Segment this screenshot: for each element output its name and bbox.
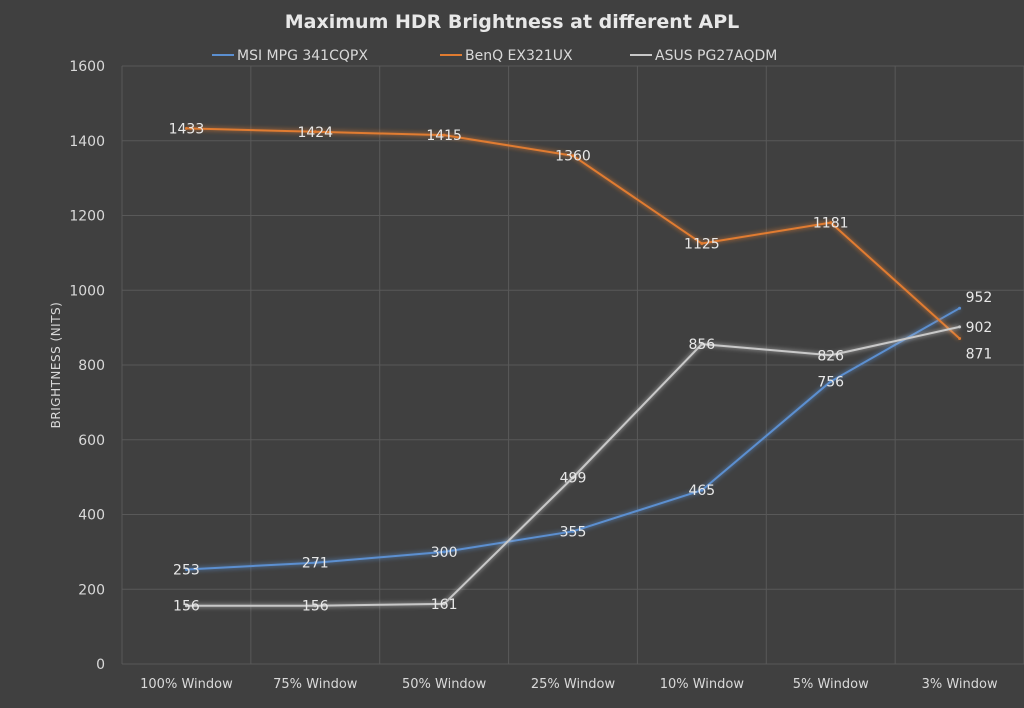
data-point [571, 529, 575, 533]
data-labels: 253 271 300 355 465 756 952 1433 1424 1415 1360 112… [169, 121, 993, 614]
y-axis-label: BRIGHTNESS (NITS) [49, 302, 63, 429]
data-point [184, 567, 188, 571]
data-point [700, 488, 704, 492]
data-point [571, 475, 575, 479]
data-point [958, 306, 962, 310]
gridlines [121, 65, 1024, 665]
series-lines [184, 126, 962, 608]
data-label: 902 [966, 320, 993, 336]
data-label: 1360 [555, 149, 591, 165]
x-tick-label: 50% Window [402, 677, 487, 692]
x-tick-label: 100% Window [140, 677, 233, 692]
data-label: 952 [966, 290, 993, 306]
y-tick-label: 1200 [69, 209, 105, 225]
data-label: 1181 [813, 216, 849, 232]
x-tick-label: 5% Window [793, 677, 869, 692]
data-point [700, 242, 704, 246]
data-point [700, 342, 704, 346]
x-tick-label: 75% Window [273, 677, 358, 692]
data-label: 300 [431, 545, 458, 561]
data-point [829, 379, 833, 383]
x-axis-ticks: 100% Window 75% Window 50% Window 25% Windo… [140, 677, 998, 692]
data-point [184, 126, 188, 130]
legend: MSI MPG 341CQPX BenQ EX321UX ASUS PG27AQDM [212, 48, 777, 64]
data-label: 1415 [426, 128, 462, 144]
x-tick-label: 3% Window [922, 677, 998, 692]
data-point [442, 550, 446, 554]
data-point [958, 325, 962, 329]
legend-entry: BenQ EX321UX [465, 48, 573, 64]
y-tick-label: 400 [78, 508, 105, 524]
y-tick-label: 200 [78, 582, 105, 598]
data-label: 1125 [684, 237, 720, 253]
data-point [571, 154, 575, 158]
data-point [313, 561, 317, 565]
data-point [829, 221, 833, 225]
data-point [313, 130, 317, 134]
data-point [442, 133, 446, 137]
data-label: 156 [302, 599, 329, 615]
x-tick-label: 25% Window [531, 677, 616, 692]
data-label: 871 [966, 346, 993, 362]
chart-title: Maximum HDR Brightness at different APL [285, 11, 740, 33]
data-label: 499 [560, 470, 587, 486]
data-point [313, 604, 317, 608]
data-point [829, 353, 833, 357]
data-label: 161 [431, 597, 458, 613]
legend-entry: MSI MPG 341CQPX [237, 48, 368, 64]
data-label: 156 [173, 599, 200, 615]
y-tick-label: 1600 [69, 59, 105, 75]
y-tick-label: 600 [78, 433, 105, 449]
data-label: 856 [688, 337, 715, 353]
data-label: 465 [688, 483, 715, 499]
y-tick-label: 0 [96, 657, 105, 673]
data-label: 756 [817, 374, 844, 390]
data-label: 253 [173, 562, 200, 578]
data-point [958, 336, 962, 340]
data-label: 355 [560, 524, 587, 540]
data-label: 1433 [169, 121, 205, 137]
y-tick-label: 800 [78, 358, 105, 374]
data-label: 271 [302, 556, 329, 572]
data-label: 1424 [297, 125, 333, 141]
data-label: 826 [817, 348, 844, 364]
y-tick-label: 1400 [69, 134, 105, 150]
legend-entry: ASUS PG27AQDM [655, 48, 777, 64]
data-point [184, 604, 188, 608]
y-tick-label: 1000 [69, 283, 105, 299]
y-axis-ticks: 0 200 400 600 800 1000 1200 1400 1600 [69, 59, 105, 673]
x-tick-label: 10% Window [660, 677, 745, 692]
data-point [442, 602, 446, 606]
